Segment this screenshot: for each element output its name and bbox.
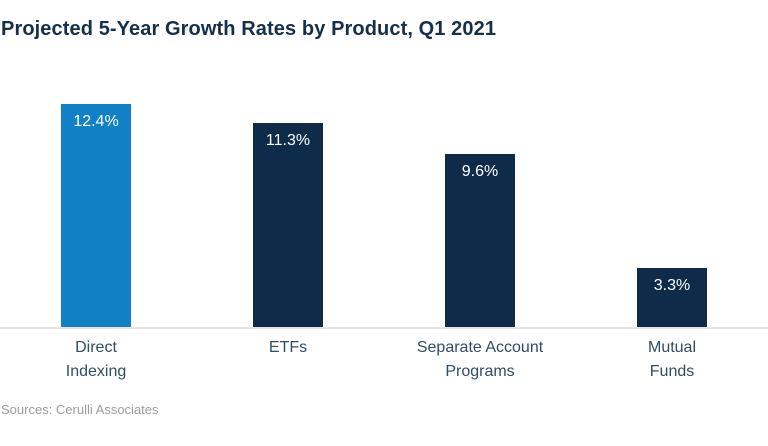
x-axis-labels: Direct Indexing ETFs Separate Account Progra… [0, 336, 768, 384]
plot-area: 12.4% 11.3% 9.6% 3.3% [0, 85, 768, 328]
bar-value-label: 12.4% [73, 113, 119, 130]
bar-column-direct-indexing: 12.4% [0, 104, 192, 328]
bar-mutual-funds: 3.3% [637, 268, 707, 328]
source-note: Sources: Cerulli Associates [1, 402, 159, 417]
bar-column-separate-account-programs: 9.6% [384, 154, 576, 328]
bar-column-etfs: 11.3% [192, 123, 384, 328]
bar-direct-indexing: 12.4% [61, 104, 131, 328]
bar-value-label: 9.6% [461, 163, 499, 180]
bar-separate-account-programs: 9.6% [445, 154, 515, 328]
x-axis-label-etfs: ETFs [192, 336, 384, 384]
x-axis-label-line: ETFs [268, 339, 308, 356]
x-axis-label-line: Mutual [647, 339, 697, 356]
x-axis-label-direct-indexing: Direct Indexing [0, 336, 192, 384]
bar-value-label: 3.3% [653, 277, 691, 294]
bar-value-label: 11.3% [265, 132, 311, 149]
x-axis-label-line: Indexing [65, 363, 127, 380]
chart-title: Projected 5-Year Growth Rates by Product… [1, 18, 497, 40]
x-axis-label-line: Funds [649, 363, 695, 380]
x-axis-label-mutual-funds: Mutual Funds [576, 336, 768, 384]
x-axis-label-line: Direct [75, 339, 117, 356]
x-axis-label-line: Separate Account [416, 339, 544, 356]
x-axis-label-separate-account-programs: Separate Account Programs [384, 336, 576, 384]
bar-etfs: 11.3% [253, 123, 323, 328]
x-axis-label-line: Programs [445, 363, 515, 380]
bar-column-mutual-funds: 3.3% [576, 268, 768, 328]
x-axis-line [0, 327, 768, 329]
